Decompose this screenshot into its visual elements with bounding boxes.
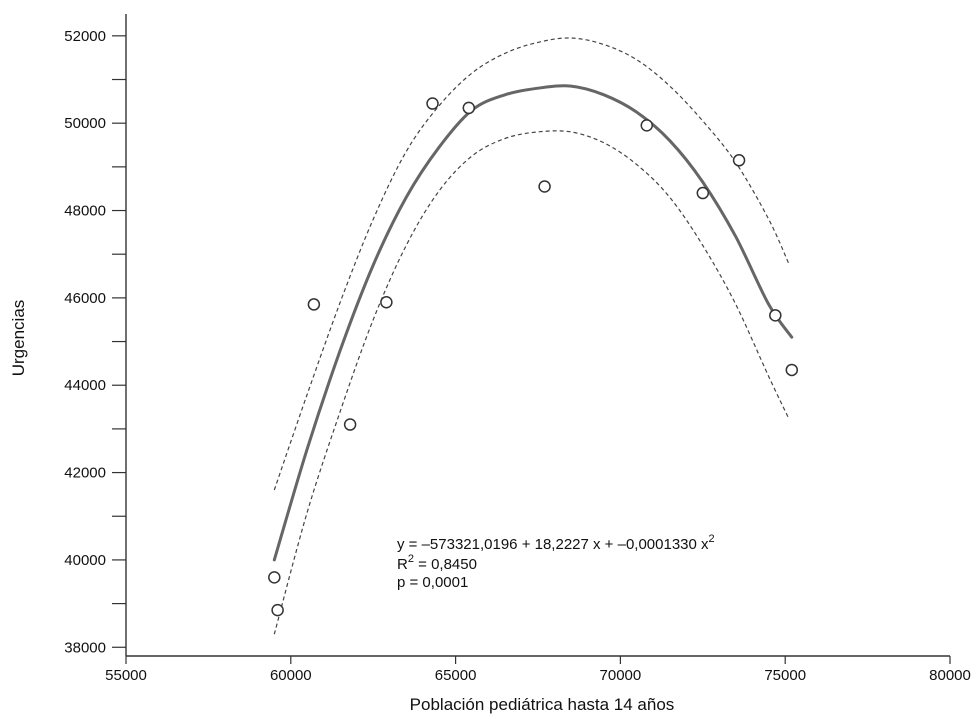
data-point — [696, 186, 710, 200]
x-axis-ticks: 55000 60000 65000 70000 75000 80000 — [105, 656, 971, 684]
axes — [125, 14, 950, 657]
x-tick-label: 55000 — [105, 667, 147, 684]
p-value-text: p = 0,0001 — [397, 574, 468, 591]
data-point — [307, 298, 321, 311]
x-tick-label: 70000 — [600, 667, 642, 684]
x-axis-title: Población pediátrica hasta 14 años — [410, 695, 675, 714]
y-tick-label: 40000 — [64, 552, 106, 569]
data-point — [343, 418, 357, 431]
y-axis-ticks: 38000 40000 42000 44000 46000 48000 50000 52000 — [64, 28, 126, 656]
confidence-band — [273, 37, 790, 635]
data-point — [538, 180, 551, 193]
x-tick-label: 65000 — [435, 667, 477, 684]
x-tick-label: 60000 — [270, 667, 312, 684]
fit-curve-layer — [272, 84, 794, 562]
data-point — [640, 119, 654, 132]
x-tick-label: 75000 — [764, 667, 806, 684]
ci-upper-line — [273, 37, 790, 491]
regression-annotation: y = –573321,0196 + 18,2227 x + –0,000133… — [397, 533, 715, 591]
y-tick-label: 46000 — [64, 290, 106, 307]
y-tick-label: 38000 — [64, 639, 106, 656]
data-point — [271, 603, 284, 617]
data-point — [268, 571, 281, 584]
data-points — [268, 97, 799, 617]
y-tick-label: 42000 — [64, 465, 106, 482]
data-point — [426, 97, 439, 110]
equation-text: y = –573321,0196 + 18,2227 x + –0,000133… — [397, 533, 715, 553]
ci-lower-line — [273, 130, 790, 635]
data-point — [732, 154, 746, 167]
y-axis-title: Urgencias — [9, 300, 28, 377]
data-point — [785, 363, 799, 377]
y-tick-label: 52000 — [64, 28, 106, 45]
regression-curve — [272, 84, 794, 562]
data-point — [462, 101, 476, 115]
y-tick-label: 44000 — [64, 377, 106, 394]
data-point — [769, 309, 782, 322]
r-squared-text: R2 = 0,8450 — [397, 553, 477, 573]
data-point — [380, 295, 393, 309]
x-tick-label: 80000 — [929, 667, 971, 684]
y-tick-label: 50000 — [64, 115, 106, 132]
y-tick-label: 48000 — [64, 203, 106, 220]
